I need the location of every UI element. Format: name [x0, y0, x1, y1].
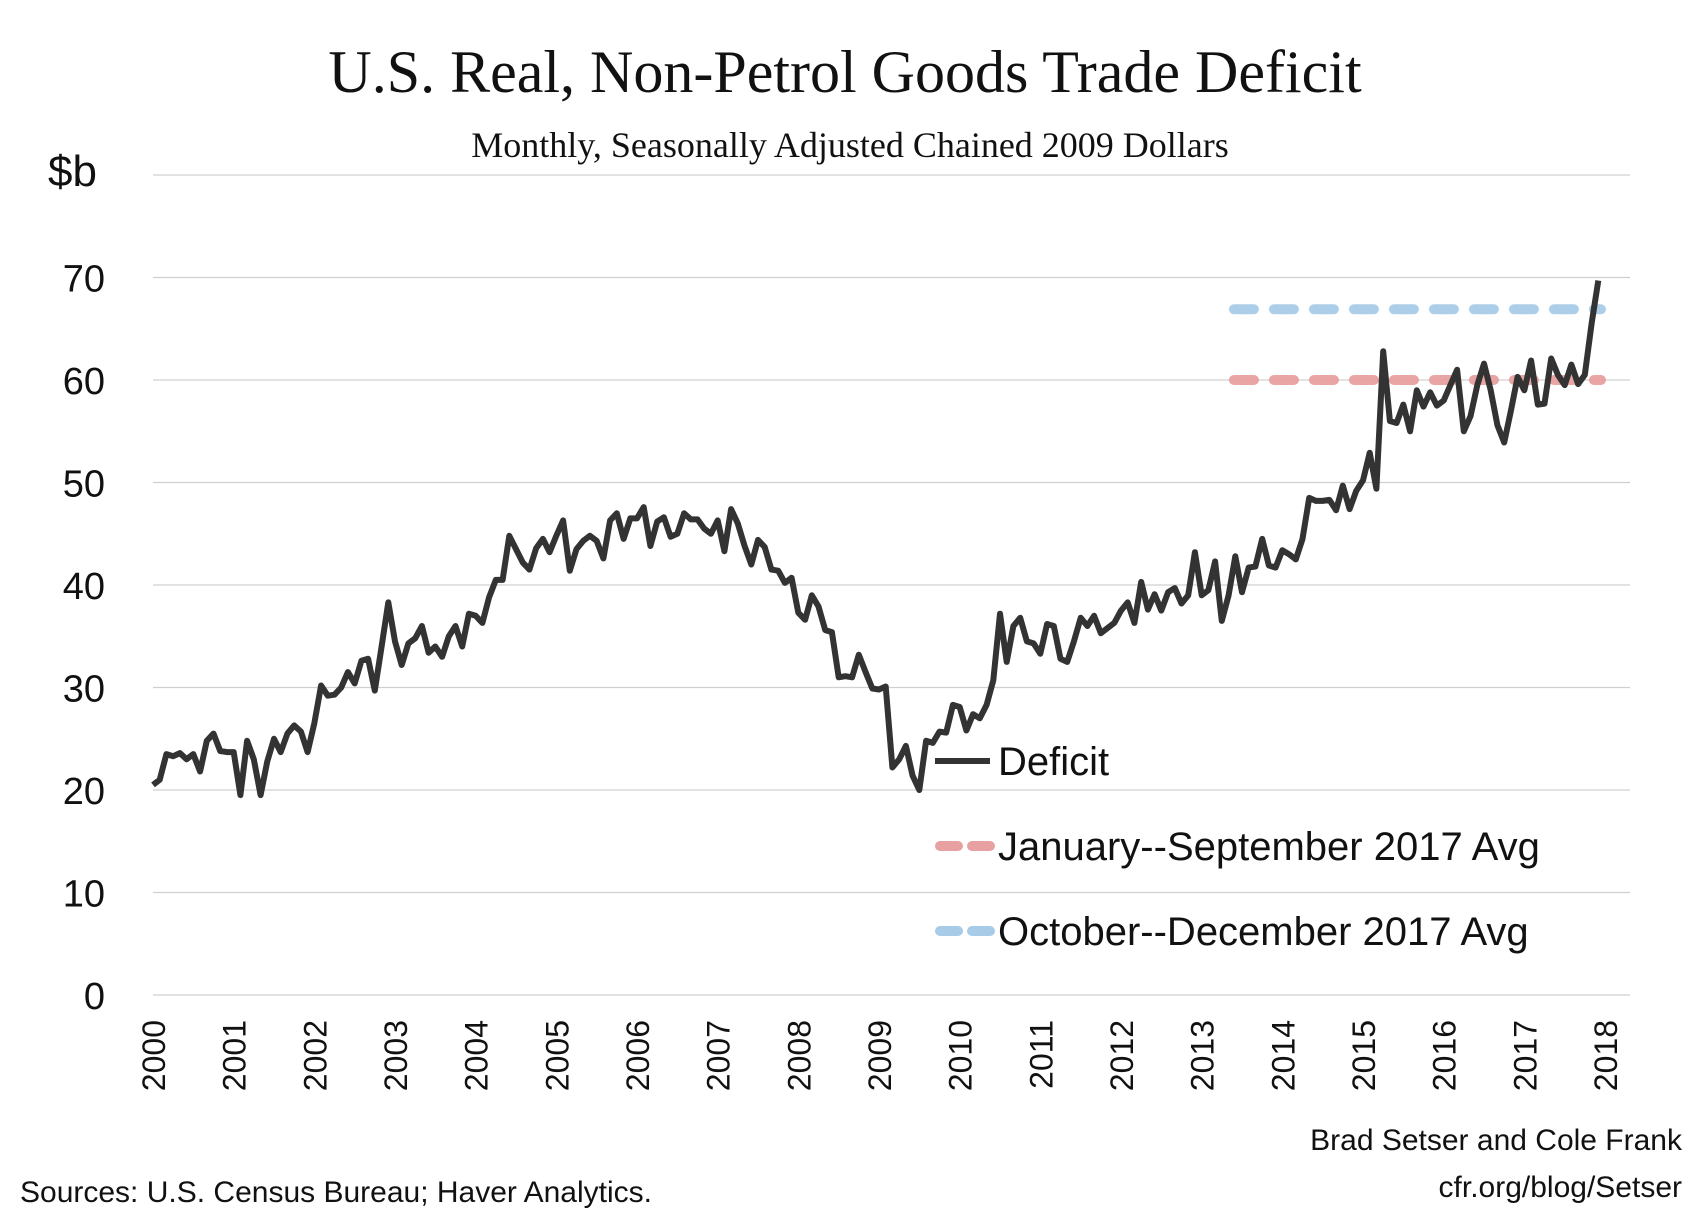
x-tick-label: 2001	[217, 1020, 253, 1091]
legend-label: October--December 2017 Avg	[998, 910, 1529, 954]
y-tick-label: 30	[63, 669, 105, 711]
x-tick-label: 2005	[539, 1020, 575, 1091]
source-note: Sources: U.S. Census Bureau; Haver Analy…	[20, 1176, 652, 1209]
credit-url: cfr.org/blog/Setser	[1439, 1171, 1682, 1204]
chart-subtitle: Monthly, Seasonally Adjusted Chained 200…	[471, 125, 1229, 165]
y-tick-label: 60	[63, 361, 105, 403]
x-tick-label: 2017	[1507, 1020, 1543, 1091]
x-tick-label: 2002	[297, 1020, 333, 1091]
x-tick-label: 2009	[862, 1020, 898, 1091]
x-tick-label: 2003	[378, 1020, 414, 1091]
x-tick-label: 2018	[1588, 1020, 1624, 1091]
x-tick-label: 2014	[1265, 1020, 1301, 1091]
x-tick-label: 2008	[781, 1020, 817, 1091]
legend-label: January--September 2017 Avg	[998, 825, 1540, 869]
legend-label: Deficit	[998, 740, 1109, 784]
chart-title: U.S. Real, Non-Petrol Goods Trade Defici…	[328, 39, 1362, 105]
deficit-line	[151, 280, 1602, 799]
x-tick-label: 2015	[1346, 1020, 1382, 1091]
y-tick-label: 10	[63, 874, 105, 916]
x-tick-label: 2011	[1023, 1020, 1059, 1089]
x-tick-label: 2010	[943, 1020, 979, 1091]
x-tick-label: 2000	[136, 1020, 172, 1091]
x-tick-label: 2013	[1185, 1020, 1221, 1091]
y-axis-label: $b	[48, 147, 97, 196]
y-tick-label: 50	[63, 464, 105, 506]
x-tick-label: 2006	[620, 1020, 656, 1091]
y-tick-label: 70	[63, 259, 105, 301]
x-tick-label: 2004	[459, 1020, 495, 1091]
x-tick-label: 2016	[1427, 1020, 1463, 1091]
x-tick-label: 2007	[701, 1020, 737, 1091]
y-tick-label: 0	[84, 976, 105, 1018]
credit-authors: Brad Setser and Cole Frank	[1310, 1124, 1683, 1157]
y-tick-label: 40	[63, 566, 105, 608]
y-tick-label: 20	[63, 771, 105, 813]
x-tick-label: 2012	[1104, 1020, 1140, 1091]
